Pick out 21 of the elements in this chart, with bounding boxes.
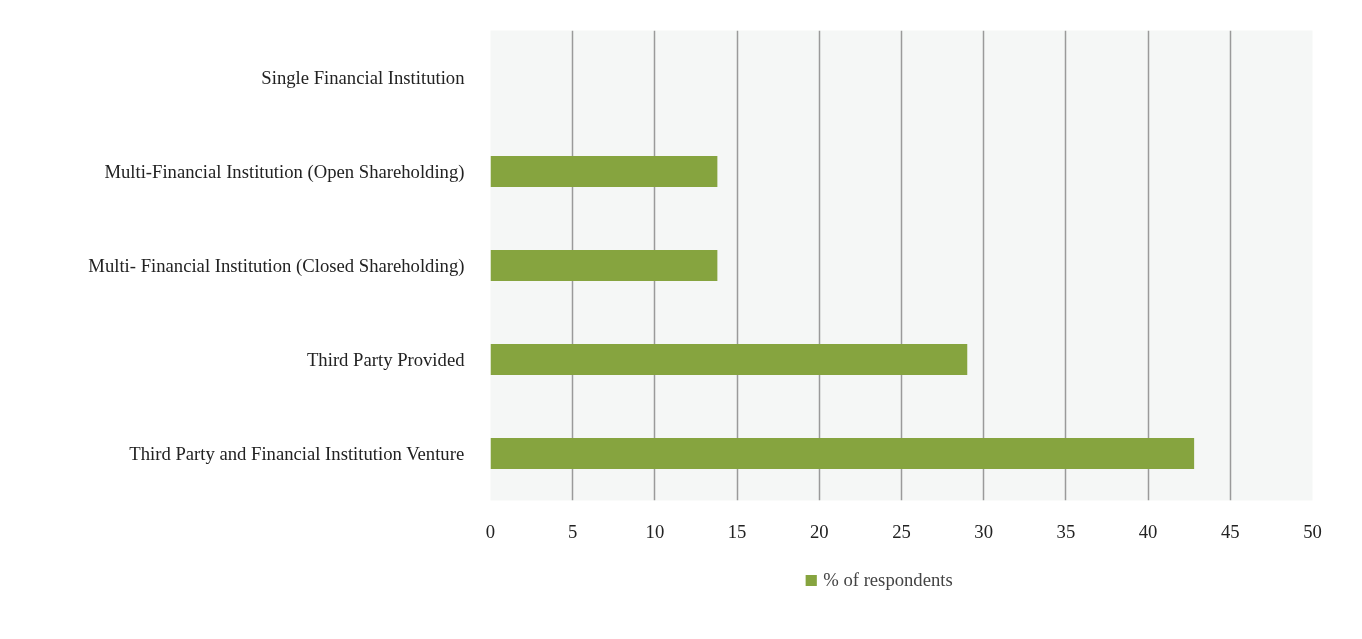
x-tick-label: 30 (974, 520, 994, 542)
x-tick-label: 35 (1056, 520, 1076, 542)
y-tick-label: Multi- Financial Institution (Closed Shareholding) (88, 255, 465, 277)
bar (490, 155, 718, 188)
x-tick-label: 45 (1220, 520, 1240, 542)
y-tick-label: Third Party Provided (306, 349, 466, 370)
y-tick-label: Single Financial Institution (261, 67, 466, 88)
y-tick-label: Multi-Financial Institution (Open Shareholding) (104, 161, 465, 183)
bar (490, 249, 718, 282)
x-tick-label: 15 (727, 520, 747, 542)
x-tick-label: 50 (1303, 520, 1322, 542)
x-tick-label: 25 (892, 520, 911, 542)
x-tick-label: 10 (645, 520, 665, 542)
x-tick-label: 0 (485, 520, 496, 542)
bar (490, 343, 968, 376)
x-tick-label: 5 (568, 520, 578, 542)
x-tick-label: 20 (809, 520, 829, 542)
bar (490, 437, 1195, 470)
y-tick-label: Third Party and Financial Institution Venture (129, 443, 465, 464)
x-tick-label: 40 (1138, 520, 1158, 542)
legend-label: % of respondents (823, 568, 953, 591)
